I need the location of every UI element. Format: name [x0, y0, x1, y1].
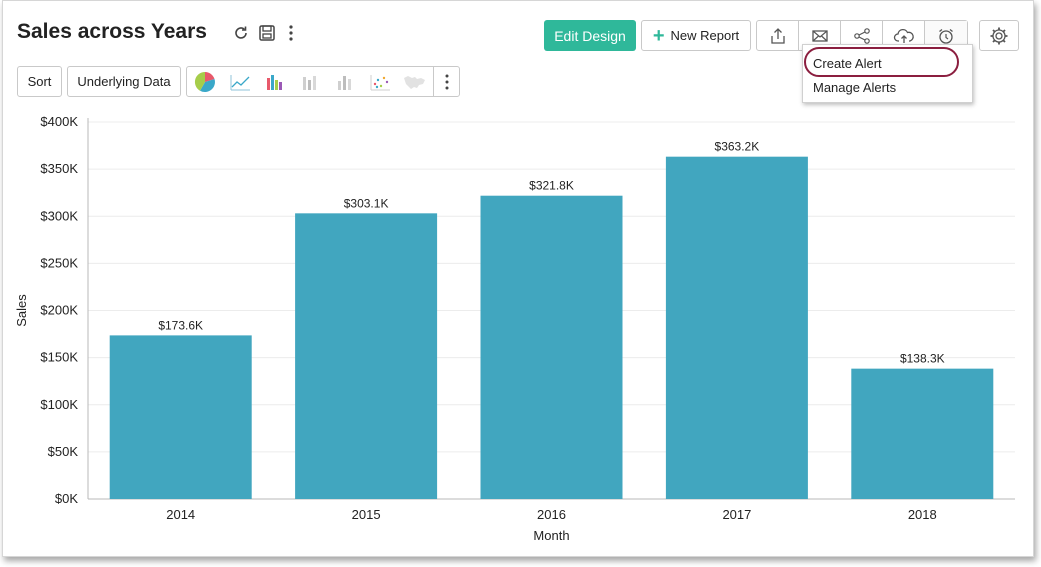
gear-icon	[990, 27, 1008, 44]
bar-chart-icon	[266, 74, 282, 90]
create-alert-highlight	[804, 47, 959, 77]
settings-button[interactable]	[979, 20, 1019, 51]
underlying-data-button[interactable]: Underlying Data	[67, 66, 181, 97]
refresh-icon[interactable]	[231, 23, 251, 43]
share-button[interactable]	[841, 21, 883, 50]
line-chart-button[interactable]	[222, 67, 257, 96]
stacked-bar-button[interactable]	[292, 67, 327, 96]
pie-chart-button[interactable]	[187, 67, 222, 96]
new-report-button[interactable]: + New Report	[641, 20, 751, 51]
email-icon	[811, 29, 828, 42]
alarm-icon	[939, 28, 953, 44]
more-options-icon[interactable]	[281, 23, 301, 43]
stacked-bar-alt-icon	[337, 75, 351, 90]
map-chart-icon	[403, 75, 425, 89]
chart-type-bar	[186, 66, 460, 97]
edit-design-button[interactable]: Edit Design	[544, 20, 636, 51]
bar-chart-button[interactable]	[257, 67, 292, 96]
chart-type-more-button[interactable]	[433, 67, 459, 96]
pie-chart-icon	[194, 71, 215, 92]
scatter-chart-button[interactable]	[362, 67, 397, 96]
stacked-bar-icon	[302, 75, 316, 90]
scatter-chart-icon	[370, 74, 390, 90]
export-button[interactable]	[757, 21, 799, 50]
new-report-label: New Report	[670, 28, 740, 43]
more-options-icon	[445, 74, 448, 89]
map-chart-button[interactable]	[397, 67, 432, 96]
create-alert-menu-item[interactable]: Create Alert	[813, 56, 882, 71]
share-icon	[853, 27, 870, 44]
publish-cloud-icon	[893, 28, 914, 43]
export-icon	[770, 27, 785, 44]
stacked-bar-alt-button[interactable]	[327, 67, 362, 96]
line-chart-icon	[230, 74, 250, 90]
report-title: Sales across Years	[17, 20, 207, 43]
sort-button[interactable]: Sort	[17, 66, 62, 97]
publish-button[interactable]	[883, 21, 925, 50]
email-button[interactable]	[799, 21, 841, 50]
plus-icon: +	[652, 24, 665, 47]
save-icon[interactable]	[257, 23, 277, 43]
manage-alerts-menu-item[interactable]: Manage Alerts	[813, 80, 897, 95]
